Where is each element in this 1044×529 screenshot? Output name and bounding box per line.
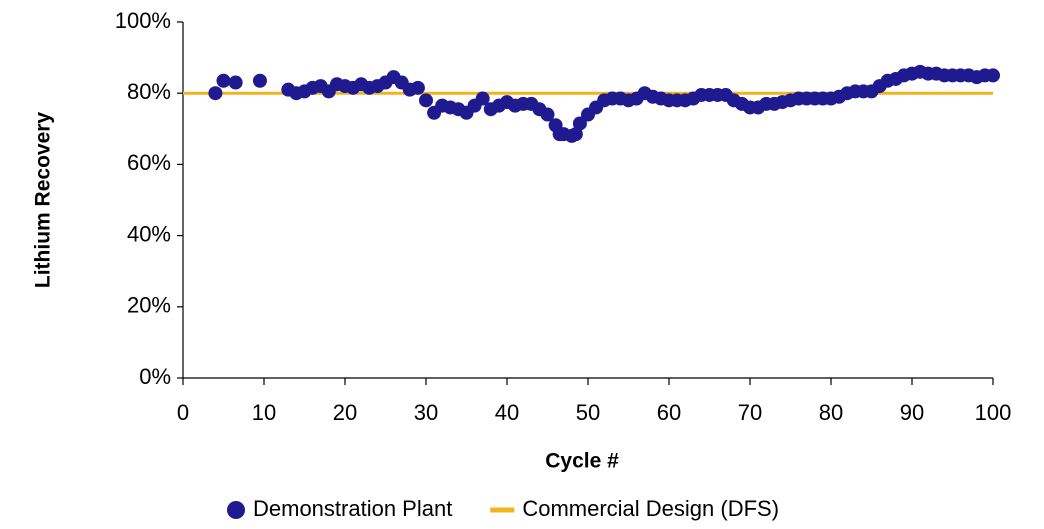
x-tick-label: 100: [975, 400, 1012, 425]
point: [410, 80, 425, 95]
x-tick-label: 20: [333, 400, 357, 425]
legend-label: Demonstration Plant: [253, 496, 452, 521]
y-tick-label: 20%: [127, 293, 171, 318]
x-tick-label: 10: [252, 400, 276, 425]
y-tick-label: 40%: [127, 221, 171, 246]
y-tick-label: 0%: [139, 364, 171, 389]
y-tick-label: 60%: [127, 150, 171, 175]
x-axis-title: Cycle #: [545, 450, 619, 473]
x-tick-label: 0: [177, 400, 189, 425]
point: [475, 91, 490, 106]
legend-swatch: [227, 501, 245, 519]
x-tick-label: 40: [495, 400, 519, 425]
x-tick-label: 70: [738, 400, 762, 425]
point: [986, 68, 1000, 83]
point: [572, 116, 587, 131]
point: [568, 127, 583, 142]
x-tick-label: 50: [576, 400, 600, 425]
point: [216, 73, 231, 88]
x-tick-label: 90: [900, 400, 924, 425]
point: [208, 86, 223, 101]
point: [540, 107, 555, 122]
y-tick-label: 100%: [115, 8, 171, 33]
x-tick-label: 80: [819, 400, 843, 425]
y-axis-title: Lithium Recovery: [32, 112, 55, 289]
x-tick-label: 60: [657, 400, 681, 425]
legend-label: Commercial Design (DFS): [522, 496, 779, 521]
point: [252, 73, 267, 88]
point: [419, 93, 433, 108]
point: [228, 75, 243, 90]
y-tick-label: 80%: [127, 79, 171, 104]
x-tick-label: 30: [414, 400, 438, 425]
